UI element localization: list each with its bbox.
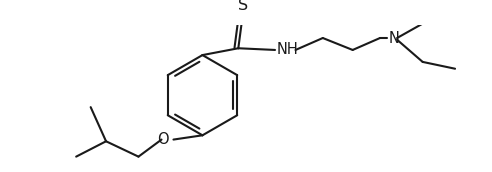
Text: O: O	[157, 132, 168, 147]
Text: NH: NH	[277, 42, 299, 57]
Text: S: S	[238, 0, 247, 13]
Text: N: N	[389, 30, 400, 46]
